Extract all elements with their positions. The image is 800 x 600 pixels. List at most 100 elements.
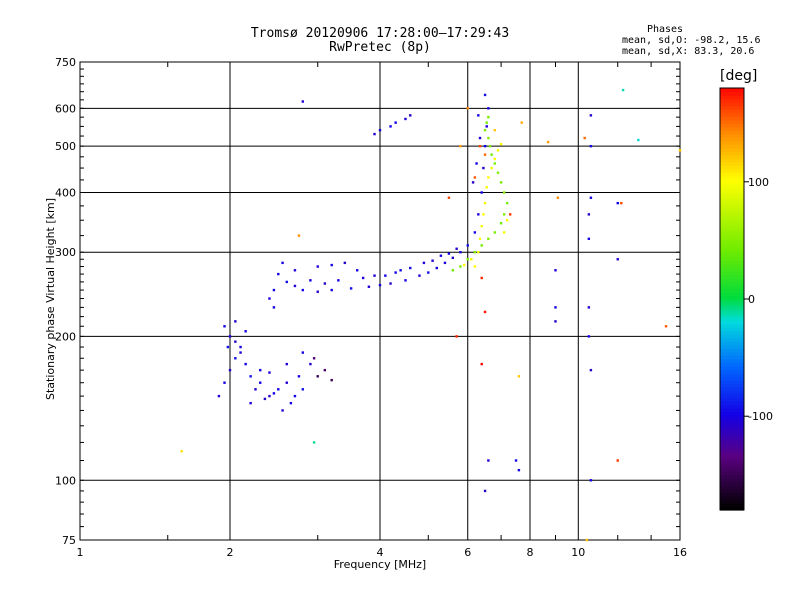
data-point <box>488 144 492 148</box>
data-point <box>583 136 586 140</box>
data-point <box>312 441 316 444</box>
data-point <box>254 388 257 391</box>
data-point <box>473 265 477 268</box>
colorbar-segment <box>720 218 744 223</box>
data-point <box>301 288 305 292</box>
colorbar-segment <box>720 105 744 110</box>
colorbar-segment <box>720 291 744 297</box>
colorbar-segment <box>720 189 744 195</box>
data-point <box>502 231 506 234</box>
data-point <box>285 280 288 284</box>
data-point <box>409 266 412 270</box>
colorbar-segment <box>720 246 744 251</box>
colorbar-segment <box>720 112 744 117</box>
colorbar-segment <box>720 119 744 124</box>
colorbar-segment <box>720 306 744 311</box>
colorbar-segment <box>720 362 744 367</box>
data-point <box>482 213 485 216</box>
data-point <box>361 276 365 280</box>
colorbar-segment <box>720 130 744 135</box>
colorbar-segment <box>720 327 744 332</box>
colorbar-segment <box>720 429 744 434</box>
data-point <box>616 459 619 462</box>
colorbar-segment <box>720 502 744 508</box>
data-point <box>477 114 480 117</box>
colorbar-segment <box>720 415 744 420</box>
data-point <box>316 290 319 293</box>
colorbar-segment <box>720 249 744 254</box>
data-point <box>505 201 509 205</box>
data-point <box>228 368 232 372</box>
colorbar-segment <box>720 453 744 458</box>
x-tick-label: 6 <box>464 546 471 559</box>
colorbar-segment <box>720 439 744 444</box>
colorbar-tick-label: 0 <box>748 293 755 306</box>
colorbar-segment <box>720 235 744 240</box>
data-point <box>637 138 640 142</box>
data-point <box>373 132 376 136</box>
data-point <box>337 279 340 282</box>
data-point <box>451 269 455 272</box>
colorbar-segment <box>720 369 744 374</box>
colorbar-segment <box>720 379 744 384</box>
data-point <box>435 266 438 270</box>
colorbar-segment <box>720 443 744 448</box>
data-point <box>312 357 316 360</box>
data-point <box>418 274 421 277</box>
colorbar-segment <box>720 144 744 149</box>
data-point <box>180 450 183 453</box>
data-point <box>281 409 284 412</box>
data-point <box>277 388 280 391</box>
data-point <box>473 176 477 179</box>
colorbar-segment <box>720 277 744 283</box>
data-point <box>587 213 591 216</box>
data-point <box>483 201 487 205</box>
colorbar-segment <box>720 161 744 166</box>
data-point <box>473 251 477 254</box>
data-point <box>616 258 619 261</box>
data-point <box>485 121 488 124</box>
colorbar-segment <box>720 436 744 441</box>
colorbar-segment <box>720 316 744 321</box>
data-point <box>431 259 434 262</box>
colorbar-segment <box>720 474 744 479</box>
data-point <box>409 114 412 117</box>
colorbar-segment <box>720 186 744 191</box>
data-point <box>487 115 490 119</box>
colorbar-segment <box>720 102 744 107</box>
data-point <box>422 261 426 265</box>
data-point <box>459 144 462 148</box>
data-point <box>508 213 512 216</box>
colorbar-segment <box>720 179 744 184</box>
data-point <box>384 274 387 277</box>
data-point <box>499 222 503 225</box>
colorbar-segment <box>720 284 744 290</box>
data-point <box>228 335 232 338</box>
data-point <box>485 186 488 189</box>
colorbar-segment <box>720 457 744 462</box>
colorbar-segment <box>720 408 744 413</box>
colorbar-segment <box>720 116 744 121</box>
data-point <box>249 401 252 405</box>
colorbar-segment <box>720 464 744 469</box>
colorbar-segment <box>720 242 744 247</box>
data-point <box>473 231 477 234</box>
data-point <box>244 362 247 366</box>
data-point <box>466 258 469 261</box>
data-point <box>556 196 560 199</box>
stats-line-o: mean, sd,O: -98.2, 15.6 <box>622 35 761 46</box>
data-point <box>493 231 497 234</box>
data-point <box>487 176 490 179</box>
data-point <box>389 282 392 285</box>
data-point <box>499 181 503 184</box>
colorbar-segment <box>720 98 744 103</box>
data-point <box>249 375 252 378</box>
colorbar-segment <box>720 376 744 381</box>
colorbar-segment <box>720 432 744 437</box>
data-point <box>223 325 226 328</box>
colorbar-segment <box>720 309 744 314</box>
colorbar-segment <box>720 151 744 156</box>
data-point <box>217 394 221 398</box>
data-point <box>480 225 483 228</box>
data-point <box>234 320 237 323</box>
